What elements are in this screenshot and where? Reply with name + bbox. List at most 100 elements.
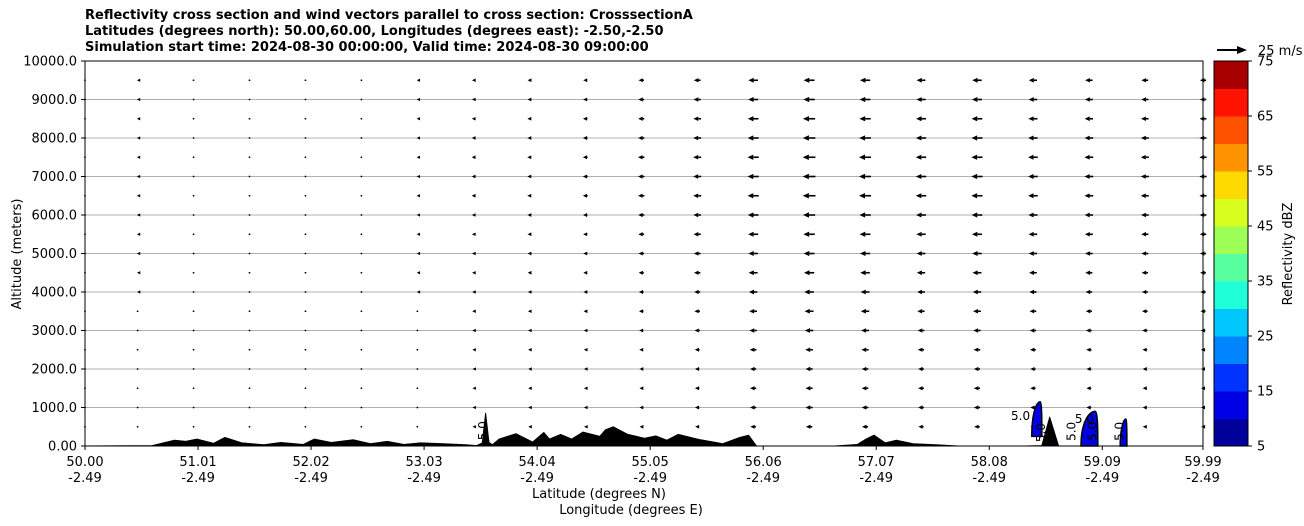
wind-vector [1029,270,1037,276]
wind-vector-head [804,328,810,333]
wind-vector-head [916,212,922,218]
wind-vector-head [1141,78,1147,83]
wind-vector-head [1084,97,1090,102]
wind-vector [1028,193,1038,199]
wind-vector [750,366,757,372]
wind-vector [749,328,757,333]
wind-vector-head [1030,405,1035,410]
wind-vector-head [1029,289,1035,295]
wind-vector [304,348,307,351]
wind-vector [860,289,870,295]
wind-vector [472,367,476,371]
wind-vector-head [1085,251,1090,256]
wind-vector-head [748,270,754,276]
wind-vector [747,193,759,199]
wind-vector-head [1028,212,1034,218]
wind-vector [416,310,419,313]
wind-vector-head [973,308,978,314]
wind-vector-head [639,328,644,333]
colorbar-segment [1214,171,1248,199]
wind-vector-head [1086,405,1091,410]
y-tick-label: 10000.0 [23,55,77,70]
wind-vector-head [974,424,979,429]
wind-vector-head [638,155,643,160]
wind-vector [136,348,139,351]
wind-vector [192,271,195,274]
wind-vector [248,98,251,101]
wind-vector [360,137,363,139]
wind-vector [304,233,307,236]
wind-vector-head [1085,270,1091,275]
wind-vector-head [859,250,866,257]
contour-label: 5.0 [476,421,490,440]
colorbar-tick-label: 5 [1257,440,1265,455]
wind-vector [582,116,588,121]
wind-vector [192,291,195,293]
wind-vector [972,270,982,276]
wind-vector-head [1140,193,1146,199]
wind-vector [248,233,251,236]
wind-vector-head [638,135,643,141]
wind-vector-head [527,309,532,314]
wind-vector-head [748,77,754,83]
wind-vector [304,368,307,370]
wind-vector [1028,97,1038,102]
wind-vector [304,329,307,332]
x-tick-label-lon: -2.49 [1186,471,1220,486]
colorbar-segment [1214,391,1248,419]
wind-vector [471,97,476,102]
x-tick-label-lon: -2.49 [633,471,667,486]
wind-vector-head [1142,405,1147,410]
wind-vector [136,174,141,179]
wind-vector-head [971,154,978,160]
wind-vector [527,309,532,314]
wind-vector-head [1141,289,1147,295]
wind-vector [136,136,141,140]
wind-vector [695,424,700,429]
wind-vector [638,116,645,121]
reflectivity-cell [1119,418,1128,447]
wind-vector [802,192,816,199]
reflectivity-cell [1031,400,1043,438]
y-tick-label: 6000.0 [32,209,78,224]
wind-vector-head [1142,367,1147,371]
wind-vector-head [859,173,866,180]
wind-vector-head [1199,78,1205,83]
wind-vector [859,135,871,141]
wind-vector-head [916,251,922,256]
wind-vector [416,213,420,217]
wind-vector-head [861,405,867,410]
wind-vector [639,386,644,391]
wind-vector [861,328,869,333]
wind-vector-head [805,347,811,353]
reflectivity-cell [1080,410,1099,447]
wind-vector [1029,328,1037,333]
wind-vector [304,214,307,216]
wind-vector-head [1141,251,1147,256]
wind-vector-head [805,405,811,410]
wind-vector-head [804,308,810,314]
wind-vector [583,232,588,237]
wind-vector-head [1028,116,1034,122]
wind-vector [472,270,476,275]
wind-vector [248,310,251,313]
wind-vector-head [1200,270,1205,275]
wind-vector [693,78,701,83]
wind-vector [472,290,476,294]
title-line-3: Simulation start time: 2024-08-30 00:00:… [85,40,649,55]
wind-vector [1030,347,1036,352]
x-tick-label-lon: -2.49 [859,471,893,486]
wind-vector [694,328,700,333]
wind-vector [750,424,756,429]
wind-vector-head [748,289,755,295]
wind-vector [583,251,588,256]
wind-vector-head [416,174,420,179]
wind-vector [1085,251,1093,256]
wind-vector [360,98,363,101]
wind-vector [693,232,701,237]
wind-vector [527,97,532,102]
wind-vector [304,79,307,82]
wind-vector [360,156,363,159]
wind-vector [527,193,532,198]
wind-vector-head [1140,154,1146,160]
